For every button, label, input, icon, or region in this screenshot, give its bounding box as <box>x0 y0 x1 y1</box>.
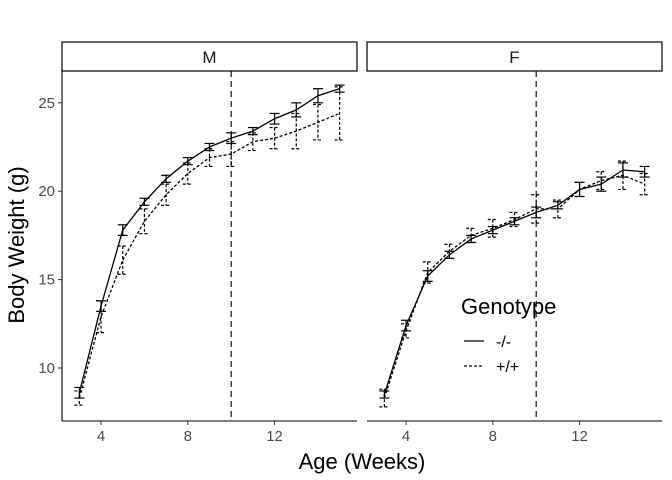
error-bar-M-wt-14 <box>312 103 323 141</box>
x-axis-title: Age (Weeks) <box>299 449 426 474</box>
x-tick-label-M-4: 4 <box>97 428 105 445</box>
error-bar-F-wt-15 <box>639 172 650 196</box>
error-bar-M-wt-8 <box>182 162 193 185</box>
panels-layer: M 10 15 20 25 4 8 12 F 4 8 12 <box>38 41 663 445</box>
x-tick-label-M-8: 8 <box>184 428 192 445</box>
legend-label-wt: +/+ <box>496 359 519 376</box>
x-tick-label-F-4: 4 <box>402 428 410 445</box>
error-bar-F-wt-6 <box>444 243 455 259</box>
error-bar-M-wt-4 <box>96 300 107 334</box>
series-line-M-ko <box>78 88 340 393</box>
error-bar-M-wt-10 <box>226 141 237 168</box>
error-bar-F-wt-10 <box>531 194 542 224</box>
legend-title: Genotype <box>461 294 556 319</box>
error-bar-M-wt-13 <box>291 112 302 150</box>
x-tick-label-F-8: 8 <box>489 428 497 445</box>
error-bar-M-wt-15 <box>334 86 345 141</box>
error-bar-M-ko-5 <box>117 224 128 236</box>
error-bar-F-wt-4 <box>401 323 412 339</box>
legend: Genotype -/- +/+ <box>461 294 556 376</box>
x-tick-label-M-12: 12 <box>266 428 283 445</box>
error-bar-M-wt-11 <box>247 132 258 152</box>
panel-M: M 10 15 20 25 4 8 12 <box>38 41 358 445</box>
error-bar-F-wt-9 <box>509 211 520 228</box>
y-tick-label-10: 10 <box>38 360 55 377</box>
error-bar-M-wt-5 <box>117 245 128 275</box>
panel-F: F 4 8 12 <box>366 41 663 445</box>
y-axis-title: Body Weight (g) <box>4 166 29 323</box>
error-bar-M-wt-12 <box>269 126 280 150</box>
y-tick-label-20: 20 <box>38 183 55 200</box>
strip-M <box>61 41 358 72</box>
error-bar-M-ko-6 <box>139 197 150 206</box>
error-bar-F-wt-13 <box>596 171 607 191</box>
error-bar-F-wt-8 <box>487 218 498 238</box>
error-bar-F-wt-5 <box>422 261 433 284</box>
error-bar-F-wt-11 <box>552 199 563 219</box>
error-bar-M-wt-3 <box>74 390 85 406</box>
strip-F <box>366 41 663 72</box>
error-bar-F-wt-3 <box>379 388 390 408</box>
error-bar-M-wt-7 <box>161 183 172 206</box>
error-bar-F-wt-12 <box>574 181 585 198</box>
error-bar-M-wt-9 <box>204 148 215 168</box>
strip-label-M: M <box>202 48 216 67</box>
x-tick-label-F-12: 12 <box>571 428 588 445</box>
error-bar-M-ko-14 <box>312 88 323 104</box>
error-bar-F-wt-14 <box>617 160 628 191</box>
legend-label-ko: -/- <box>496 334 511 351</box>
error-bar-M-ko-12 <box>269 112 280 125</box>
error-bar-M-wt-6 <box>139 208 150 235</box>
error-bar-M-ko-7 <box>161 174 172 183</box>
y-tick-label-25: 25 <box>38 95 55 112</box>
y-tick-label-15: 15 <box>38 272 55 289</box>
error-bar-F-wt-7 <box>466 227 477 244</box>
strip-label-F: F <box>509 48 519 67</box>
